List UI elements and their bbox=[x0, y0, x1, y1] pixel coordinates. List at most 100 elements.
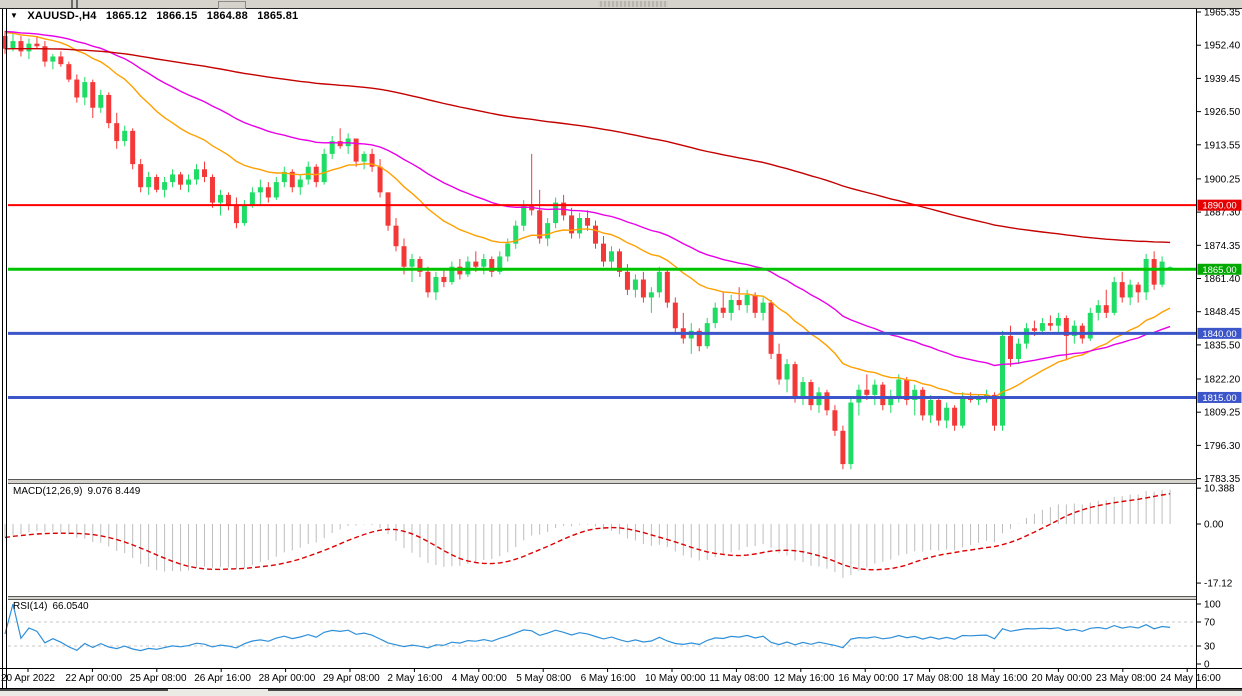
candlestick bbox=[1159, 261, 1165, 285]
price-badge-1815.00[interactable] bbox=[1197, 391, 1242, 403]
price-axis-label: 1874.35 bbox=[1204, 241, 1241, 252]
candlestick bbox=[824, 392, 830, 411]
time-axis-label: 12 May 16:00 bbox=[774, 673, 835, 684]
candlestick bbox=[1031, 328, 1037, 331]
candlestick bbox=[696, 330, 702, 347]
candlestick bbox=[1119, 282, 1125, 298]
time-axis-label: 11 May 08:00 bbox=[709, 673, 769, 684]
time-axis-label: 18 May 16:00 bbox=[967, 673, 1028, 684]
candlestick bbox=[138, 164, 144, 188]
ma-fast-orange-line bbox=[4, 31, 1171, 399]
candlestick bbox=[225, 194, 231, 206]
candlestick bbox=[281, 171, 287, 183]
price-axis-label: 1822.20 bbox=[1204, 374, 1241, 385]
price-axis-label: 1796.30 bbox=[1204, 441, 1241, 452]
candlestick bbox=[672, 302, 678, 329]
candlestick bbox=[569, 215, 575, 234]
candlestick bbox=[265, 187, 271, 198]
price-axis-label: 1913.55 bbox=[1204, 140, 1241, 151]
macd-signal-line bbox=[4, 493, 1171, 571]
price-badge-label: 1865.00 bbox=[1202, 265, 1236, 276]
price-badge-1865.00[interactable] bbox=[1197, 263, 1242, 275]
candlestick bbox=[122, 130, 128, 142]
candlestick bbox=[233, 205, 239, 224]
candlestick bbox=[489, 259, 495, 272]
time-axis-label: 23 May 08:00 bbox=[1096, 673, 1157, 684]
candlestick bbox=[521, 205, 527, 226]
rsi-axis-label: 100 bbox=[1204, 600, 1221, 611]
time-axis-label: 10 May 00:00 bbox=[645, 673, 706, 684]
price-badge-1840.00[interactable] bbox=[1197, 327, 1242, 339]
candlestick bbox=[664, 271, 670, 303]
candlestick bbox=[1151, 259, 1157, 285]
price-badge-1890.00[interactable] bbox=[1197, 199, 1242, 211]
candlestick bbox=[34, 43, 40, 47]
candlestick bbox=[1039, 323, 1045, 331]
candlestick bbox=[640, 279, 646, 298]
candlestick bbox=[194, 169, 200, 180]
candlestick bbox=[297, 179, 303, 188]
macd-axis-label: 10.388 bbox=[1204, 484, 1235, 495]
candlestick bbox=[1071, 325, 1077, 336]
panel-splitter[interactable] bbox=[8, 479, 1196, 484]
candlestick bbox=[848, 402, 854, 465]
candlestick bbox=[26, 43, 32, 52]
panel-splitter[interactable] bbox=[8, 596, 1196, 600]
rsi-axis-label: 30 bbox=[1204, 642, 1216, 653]
candlestick bbox=[776, 353, 782, 380]
price-axis-label: 1965.35 bbox=[1204, 8, 1241, 19]
candlestick bbox=[82, 82, 88, 98]
candlestick bbox=[616, 251, 622, 272]
bottom-edge-segment bbox=[0, 689, 168, 691]
candlestick bbox=[928, 400, 934, 416]
time-axis-label: 2 May 16:00 bbox=[387, 673, 442, 684]
candlestick bbox=[912, 389, 918, 401]
candlestick bbox=[808, 382, 814, 406]
toolbar-edge-strip bbox=[0, 0, 1242, 9]
ohlc-close: 1865.81 bbox=[257, 10, 299, 22]
price-axis-label: 1809.25 bbox=[1204, 408, 1241, 419]
candlestick bbox=[720, 307, 726, 313]
candlestick bbox=[241, 205, 247, 224]
candlestick bbox=[74, 79, 80, 98]
candlestick bbox=[10, 41, 16, 49]
candlestick bbox=[202, 169, 207, 177]
candlestick bbox=[393, 225, 399, 247]
candlestick bbox=[162, 182, 168, 190]
candlestick bbox=[377, 166, 383, 193]
price-badge-label: 1890.00 bbox=[1202, 201, 1236, 212]
candlestick bbox=[712, 307, 718, 324]
candlestick bbox=[1007, 335, 1013, 359]
candlestick bbox=[106, 94, 112, 124]
candlestick bbox=[1127, 284, 1133, 298]
time-axis-label: 16 May 00:00 bbox=[838, 673, 899, 684]
macd-axis-label: -17.12 bbox=[1204, 579, 1233, 590]
candlestick bbox=[146, 176, 152, 188]
symbol-label: XAUUSD-,H4 bbox=[27, 10, 97, 22]
time-axis-label: 28 Apr 00:00 bbox=[259, 673, 316, 684]
candlestick bbox=[760, 302, 766, 313]
candlestick bbox=[337, 141, 343, 147]
candlestick bbox=[497, 256, 503, 272]
toolbar-fragment bbox=[71, 0, 73, 8]
candlestick bbox=[593, 225, 599, 244]
candlestick bbox=[944, 407, 950, 421]
bottom-edge-segment bbox=[268, 689, 1242, 691]
price-axis-label: 1835.50 bbox=[1204, 340, 1241, 351]
time-axis-label: 17 May 08:00 bbox=[903, 673, 964, 684]
candlestick bbox=[409, 259, 415, 267]
candlestick bbox=[728, 300, 734, 313]
ma-mid-magenta-line bbox=[4, 30, 1171, 367]
price-axis-label: 1861.40 bbox=[1204, 274, 1241, 285]
symbol-triangle-icon[interactable]: ▼ bbox=[10, 11, 19, 20]
macd-axis-label: 0.00 bbox=[1204, 520, 1224, 531]
candlestick bbox=[170, 174, 176, 183]
time-axis-label: 22 Apr 00:00 bbox=[65, 673, 122, 684]
candlestick bbox=[624, 271, 630, 290]
candlestick bbox=[130, 130, 136, 165]
price-axis-label: 1848.45 bbox=[1204, 307, 1241, 318]
candlestick bbox=[401, 246, 407, 267]
time-axis-label: 4 May 00:00 bbox=[452, 673, 507, 684]
